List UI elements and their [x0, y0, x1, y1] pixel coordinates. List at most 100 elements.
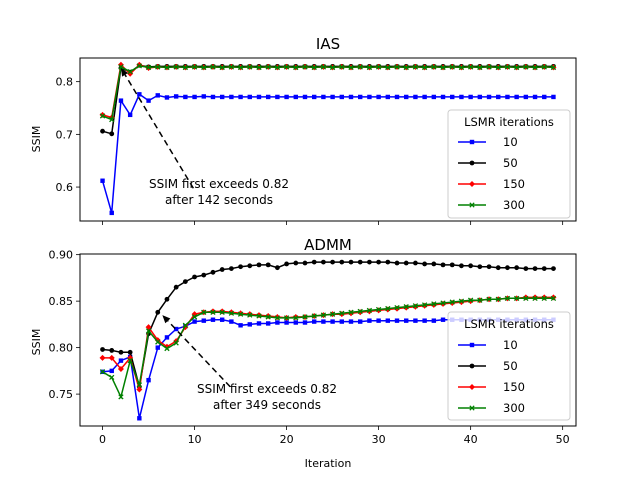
data-point-admm-300-26 — [339, 310, 345, 316]
legend-box-ias — [447, 109, 571, 219]
x-tick-label-admm-20: 20 — [280, 433, 294, 446]
series-ias-10 — [100, 92, 556, 216]
legend-items-ias: 10 50 150 300 — [458, 135, 525, 212]
data-point-admm-300-46 — [523, 295, 529, 302]
data-point-admm-10-16 — [247, 322, 252, 327]
data-point-admm-10-7 — [164, 335, 170, 340]
legend-items-admm: 10 50 150 300 — [458, 338, 525, 415]
legend-title-admm: LSMR iterations — [464, 317, 554, 331]
data-point-admm-150-0 — [99, 354, 106, 361]
series-lines-ias — [99, 61, 557, 216]
data-point-ias-10-47 — [532, 94, 538, 100]
data-point-admm-300-33 — [403, 304, 409, 310]
legend-ias: LSMR iterations 10 50 150 300 — [447, 109, 571, 219]
data-point-admm-300-7 — [164, 345, 170, 352]
annotation-arrowhead-ias — [120, 67, 129, 77]
data-point-admm-50-38 — [449, 262, 455, 268]
data-point-admm-50-25 — [330, 259, 336, 265]
data-point-admm-300-5 — [145, 328, 152, 334]
data-point-ias-300-25 — [329, 64, 336, 71]
data-point-admm-300-24 — [320, 312, 327, 318]
chart-ias: IAS SSIM 0.6 0.7 0.8 SSIM first exceeds 0.… — [30, 35, 577, 225]
legend-label-ias-50: 50 — [503, 156, 518, 170]
annotation-ias: SSIM first exceeds 0.82 after 142 second… — [120, 67, 289, 207]
data-point-admm-300-4 — [136, 382, 143, 388]
data-point-ias-10-39 — [459, 94, 464, 100]
legend-label-ias-150: 150 — [503, 177, 525, 191]
data-point-ias-10-43 — [496, 94, 501, 100]
data-point-admm-10-37 — [440, 317, 446, 322]
legend-admm: LSMR iterations 10 50 150 300 — [447, 311, 571, 421]
legend-marker-ias-50 — [469, 160, 475, 166]
data-point-ias-300-0 — [99, 113, 106, 119]
data-point-ias-300-47 — [532, 64, 538, 71]
data-point-admm-300-3 — [127, 357, 133, 364]
data-point-ias-10-37 — [440, 94, 446, 100]
series-ias-300 — [99, 63, 557, 123]
data-point-admm-50-21 — [293, 260, 299, 266]
data-point-admm-10-21 — [293, 320, 298, 325]
data-point-admm-10-31 — [385, 318, 391, 323]
legend-label-admm-10: 10 — [503, 338, 518, 352]
y-tick-label-admm-2: 0.85 — [49, 295, 74, 308]
data-point-ias-10-40 — [468, 94, 473, 100]
data-point-ias-10-0 — [100, 178, 105, 183]
annotation-text-ias-line2: after 142 seconds — [165, 193, 273, 207]
data-point-ias-10-32 — [394, 94, 400, 100]
data-point-ias-300-45 — [513, 64, 520, 71]
data-point-admm-50-8 — [173, 284, 179, 290]
x-axis-label-admm: Iteration — [305, 457, 352, 470]
data-point-ias-300-49 — [550, 64, 557, 71]
data-point-ias-10-49 — [551, 94, 556, 100]
data-point-admm-10-34 — [413, 318, 418, 323]
data-point-admm-300-1 — [109, 374, 115, 381]
data-point-admm-50-29 — [367, 259, 372, 265]
data-point-ias-300-42 — [486, 64, 492, 70]
data-point-admm-50-24 — [320, 259, 326, 265]
data-point-admm-300-37 — [440, 300, 446, 306]
data-point-admm-300-25 — [329, 311, 336, 317]
y-tick-label-ias-1: 0.7 — [56, 128, 74, 141]
legend-label-admm-300: 300 — [503, 401, 525, 415]
data-point-admm-300-11 — [201, 309, 207, 315]
data-point-ias-300-23 — [311, 64, 317, 71]
data-point-admm-50-33 — [403, 260, 409, 266]
data-point-ias-300-18 — [265, 64, 271, 70]
data-point-ias-10-22 — [302, 94, 308, 100]
data-point-ias-300-2 — [118, 64, 124, 70]
data-point-admm-10-24 — [321, 319, 326, 324]
data-point-admm-300-21 — [293, 315, 299, 321]
data-point-admm-50-43 — [495, 265, 501, 271]
data-point-admm-10-28 — [358, 319, 363, 324]
data-point-admm-300-48 — [541, 295, 547, 302]
data-point-ias-300-46 — [523, 64, 529, 70]
data-point-admm-300-6 — [155, 339, 161, 345]
data-point-ias-10-6 — [155, 93, 160, 98]
data-point-ias-300-22 — [302, 64, 308, 70]
data-point-admm-50-36 — [431, 261, 437, 267]
data-point-admm-10-35 — [422, 318, 427, 323]
data-point-ias-10-15 — [238, 94, 243, 100]
data-point-admm-10-6 — [155, 345, 160, 350]
data-point-admm-10-30 — [376, 318, 381, 323]
data-point-admm-10-10 — [192, 319, 197, 324]
series-line-admm-300 — [102, 297, 554, 400]
data-point-admm-300-31 — [385, 305, 391, 312]
series-line-ias-300 — [102, 65, 554, 121]
data-point-ias-10-48 — [542, 94, 547, 100]
data-point-ias-10-28 — [358, 94, 363, 100]
data-point-admm-50-11 — [201, 272, 207, 278]
x-tick-label-admm-30: 30 — [372, 433, 386, 446]
data-point-ias-300-26 — [339, 64, 345, 70]
data-point-admm-300-9 — [182, 322, 189, 328]
data-point-ias-300-33 — [403, 64, 409, 71]
data-point-admm-50-7 — [164, 296, 170, 302]
data-point-admm-300-41 — [477, 297, 483, 303]
legend-marker-admm-10 — [469, 342, 475, 348]
chart-title-admm: ADMM — [304, 236, 352, 254]
legend-marker-admm-150 — [469, 384, 475, 390]
data-point-ias-10-21 — [293, 94, 298, 100]
data-point-ias-10-5 — [146, 98, 151, 103]
ticks-ias: 0.6 0.7 0.8 — [56, 76, 564, 225]
legend-marker-ias-10 — [469, 139, 475, 145]
